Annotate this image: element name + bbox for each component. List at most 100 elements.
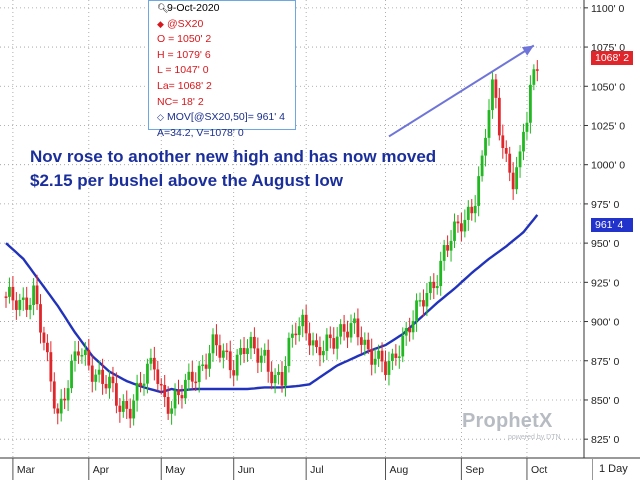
candle-body — [139, 382, 142, 386]
candle-body — [442, 245, 446, 261]
candle-body — [525, 122, 529, 132]
candlestick-layer — [4, 60, 539, 428]
moving-average-tag: 961' 4 — [591, 218, 633, 233]
x-tick-label: Mar — [17, 464, 36, 476]
x-tick-label: May — [165, 464, 186, 476]
candle-body — [508, 153, 512, 173]
candle-body — [387, 361, 391, 375]
x-tick-label: Oct — [531, 464, 547, 476]
candle-body — [146, 363, 149, 384]
candle-body — [315, 340, 318, 348]
candle-body — [318, 347, 322, 356]
candle-body — [353, 318, 356, 324]
candle-body — [511, 172, 515, 190]
candle-body — [184, 379, 187, 399]
candle-body — [132, 400, 136, 419]
candle-body — [201, 364, 205, 367]
candle-body — [356, 318, 360, 338]
candle-body — [325, 334, 329, 351]
candle-body — [504, 148, 508, 154]
candle-body — [142, 383, 146, 386]
candle-body — [97, 369, 101, 375]
candle-body — [518, 151, 522, 168]
candle-body — [218, 345, 222, 358]
candle-body — [90, 365, 94, 382]
period-selector[interactable]: 1 Day — [592, 459, 640, 480]
candle-body — [232, 370, 236, 376]
red-diamond-icon: ◆ — [157, 18, 164, 29]
candle-body — [384, 361, 387, 375]
candle-body — [80, 355, 84, 357]
candle-body — [135, 382, 139, 401]
candle-body — [522, 131, 525, 152]
candle-body — [73, 351, 77, 361]
x-tick-label: Jul — [310, 464, 323, 476]
candle-body — [11, 286, 15, 301]
candle-body — [263, 349, 267, 356]
candle-body — [87, 349, 91, 366]
candle-body — [94, 374, 98, 382]
candle-body — [342, 324, 346, 332]
candle-body — [211, 334, 215, 354]
candle-body — [70, 360, 73, 389]
logo-powered: powered by DTN — [508, 434, 561, 441]
candle-body — [149, 357, 153, 364]
candle-body — [411, 320, 415, 333]
candle-body — [484, 137, 487, 156]
candle-body — [249, 336, 253, 349]
blue-diamond-icon: ◇ — [157, 112, 164, 123]
candle-body — [439, 260, 443, 287]
candle-body — [152, 357, 156, 370]
info-open: O = 1050' 2 — [157, 33, 212, 46]
data-window: 🔍︎9-Oct-2020 ◆ @SX20 O = 1050' 2 H = 1079… — [148, 0, 296, 139]
candle-body — [359, 337, 363, 345]
candle-body — [470, 206, 474, 214]
candle-body — [480, 155, 484, 177]
y-tick-label: 850' 0 — [591, 395, 619, 407]
candle-body — [404, 328, 408, 336]
info-volume: A=34.2, V=1078' 0 — [157, 126, 244, 139]
candle-body — [449, 240, 453, 251]
candle-body — [401, 335, 405, 357]
candle-body — [418, 300, 422, 302]
candle-body — [311, 340, 315, 346]
candle-body — [8, 286, 11, 297]
candle-body — [428, 281, 432, 294]
y-tick-label: 950' 0 — [591, 238, 619, 250]
candle-body — [166, 397, 170, 414]
candle-body — [408, 328, 412, 333]
candle-body — [453, 221, 456, 241]
candle-body — [335, 336, 339, 349]
candle-body — [59, 398, 63, 414]
time-axis-bg — [0, 458, 640, 480]
candle-body — [487, 110, 491, 138]
candle-body — [363, 339, 367, 345]
candle-body — [180, 395, 184, 399]
info-date: 9-Oct-2020 — [167, 2, 220, 14]
candle-body — [494, 79, 498, 98]
time-axis[interactable]: Mar Apr May Jun Jul Aug Sep Oct — [0, 457, 640, 480]
candle-body — [18, 299, 22, 310]
candle-body — [221, 350, 225, 358]
candle-body — [125, 400, 129, 409]
annotation-line-1: Nov rose to another new high and has now… — [30, 147, 437, 166]
candle-body — [242, 347, 246, 355]
candle-body — [101, 369, 104, 384]
candle-body — [25, 297, 29, 310]
info-low: L = 1047' 0 — [157, 64, 209, 77]
candle-body — [239, 347, 242, 355]
candle-body — [39, 304, 42, 333]
candle-body — [466, 206, 470, 220]
candle-body — [366, 339, 370, 350]
candle-body — [425, 293, 429, 307]
candle-body — [473, 205, 477, 214]
candle-body — [373, 358, 377, 365]
candle-body — [273, 374, 277, 384]
candle-body — [52, 381, 56, 409]
candle-body — [446, 245, 449, 251]
candle-body — [187, 371, 191, 380]
candle-body — [422, 300, 425, 307]
candle-body — [35, 285, 39, 305]
candle-body — [477, 176, 481, 206]
